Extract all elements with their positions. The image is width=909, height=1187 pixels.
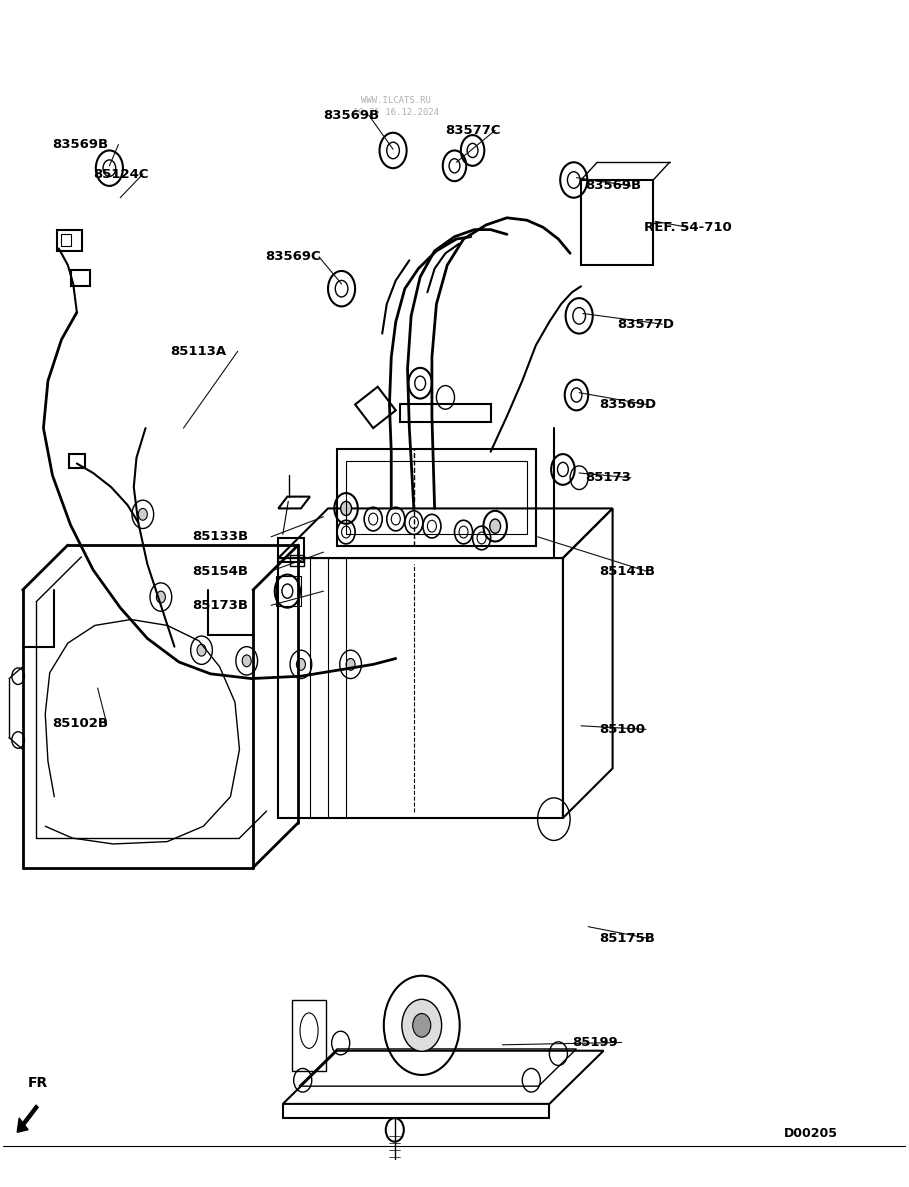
Bar — [292, 999, 326, 1071]
Text: FR: FR — [28, 1077, 48, 1091]
Circle shape — [156, 591, 165, 603]
Bar — [278, 538, 304, 561]
FancyArrow shape — [17, 1105, 38, 1132]
Bar — [346, 462, 527, 534]
Text: 83569B: 83569B — [53, 138, 108, 151]
Text: 85124C: 85124C — [93, 167, 149, 180]
Text: 85154B: 85154B — [193, 565, 248, 578]
Circle shape — [341, 501, 352, 515]
Text: D00205: D00205 — [784, 1126, 838, 1140]
Circle shape — [413, 1014, 431, 1037]
Text: 85100: 85100 — [599, 723, 645, 736]
Bar — [61, 234, 72, 246]
Text: 85199: 85199 — [572, 1036, 618, 1049]
Bar — [69, 455, 85, 468]
Bar — [290, 554, 304, 566]
Text: 83569B: 83569B — [324, 108, 380, 121]
Circle shape — [138, 508, 147, 520]
Bar — [57, 229, 83, 250]
Circle shape — [296, 659, 305, 671]
Text: 83569B: 83569B — [585, 179, 642, 192]
Text: 85173: 85173 — [585, 471, 632, 484]
Circle shape — [490, 519, 501, 533]
Text: 83569D: 83569D — [599, 398, 656, 411]
Text: 85133B: 85133B — [193, 531, 249, 544]
Text: 85175B: 85175B — [599, 932, 654, 945]
Circle shape — [242, 655, 251, 667]
Text: 85141B: 85141B — [599, 565, 655, 578]
Bar — [337, 450, 535, 546]
Bar — [275, 576, 301, 607]
Text: 83577C: 83577C — [445, 123, 501, 137]
Circle shape — [346, 659, 355, 671]
Text: 85113A: 85113A — [170, 344, 226, 357]
Circle shape — [197, 645, 206, 656]
Circle shape — [402, 999, 442, 1052]
Bar — [71, 269, 90, 286]
Text: 85173B: 85173B — [193, 598, 248, 611]
Text: WWW.ILCATS.RU
10:25 16.12.2024: WWW.ILCATS.RU 10:25 16.12.2024 — [353, 96, 439, 116]
Text: 85102B: 85102B — [53, 717, 108, 730]
Text: 83577D: 83577D — [617, 318, 674, 331]
Text: REF. 54-710: REF. 54-710 — [644, 221, 732, 234]
Text: 83569C: 83569C — [265, 250, 320, 264]
Bar — [581, 180, 654, 265]
